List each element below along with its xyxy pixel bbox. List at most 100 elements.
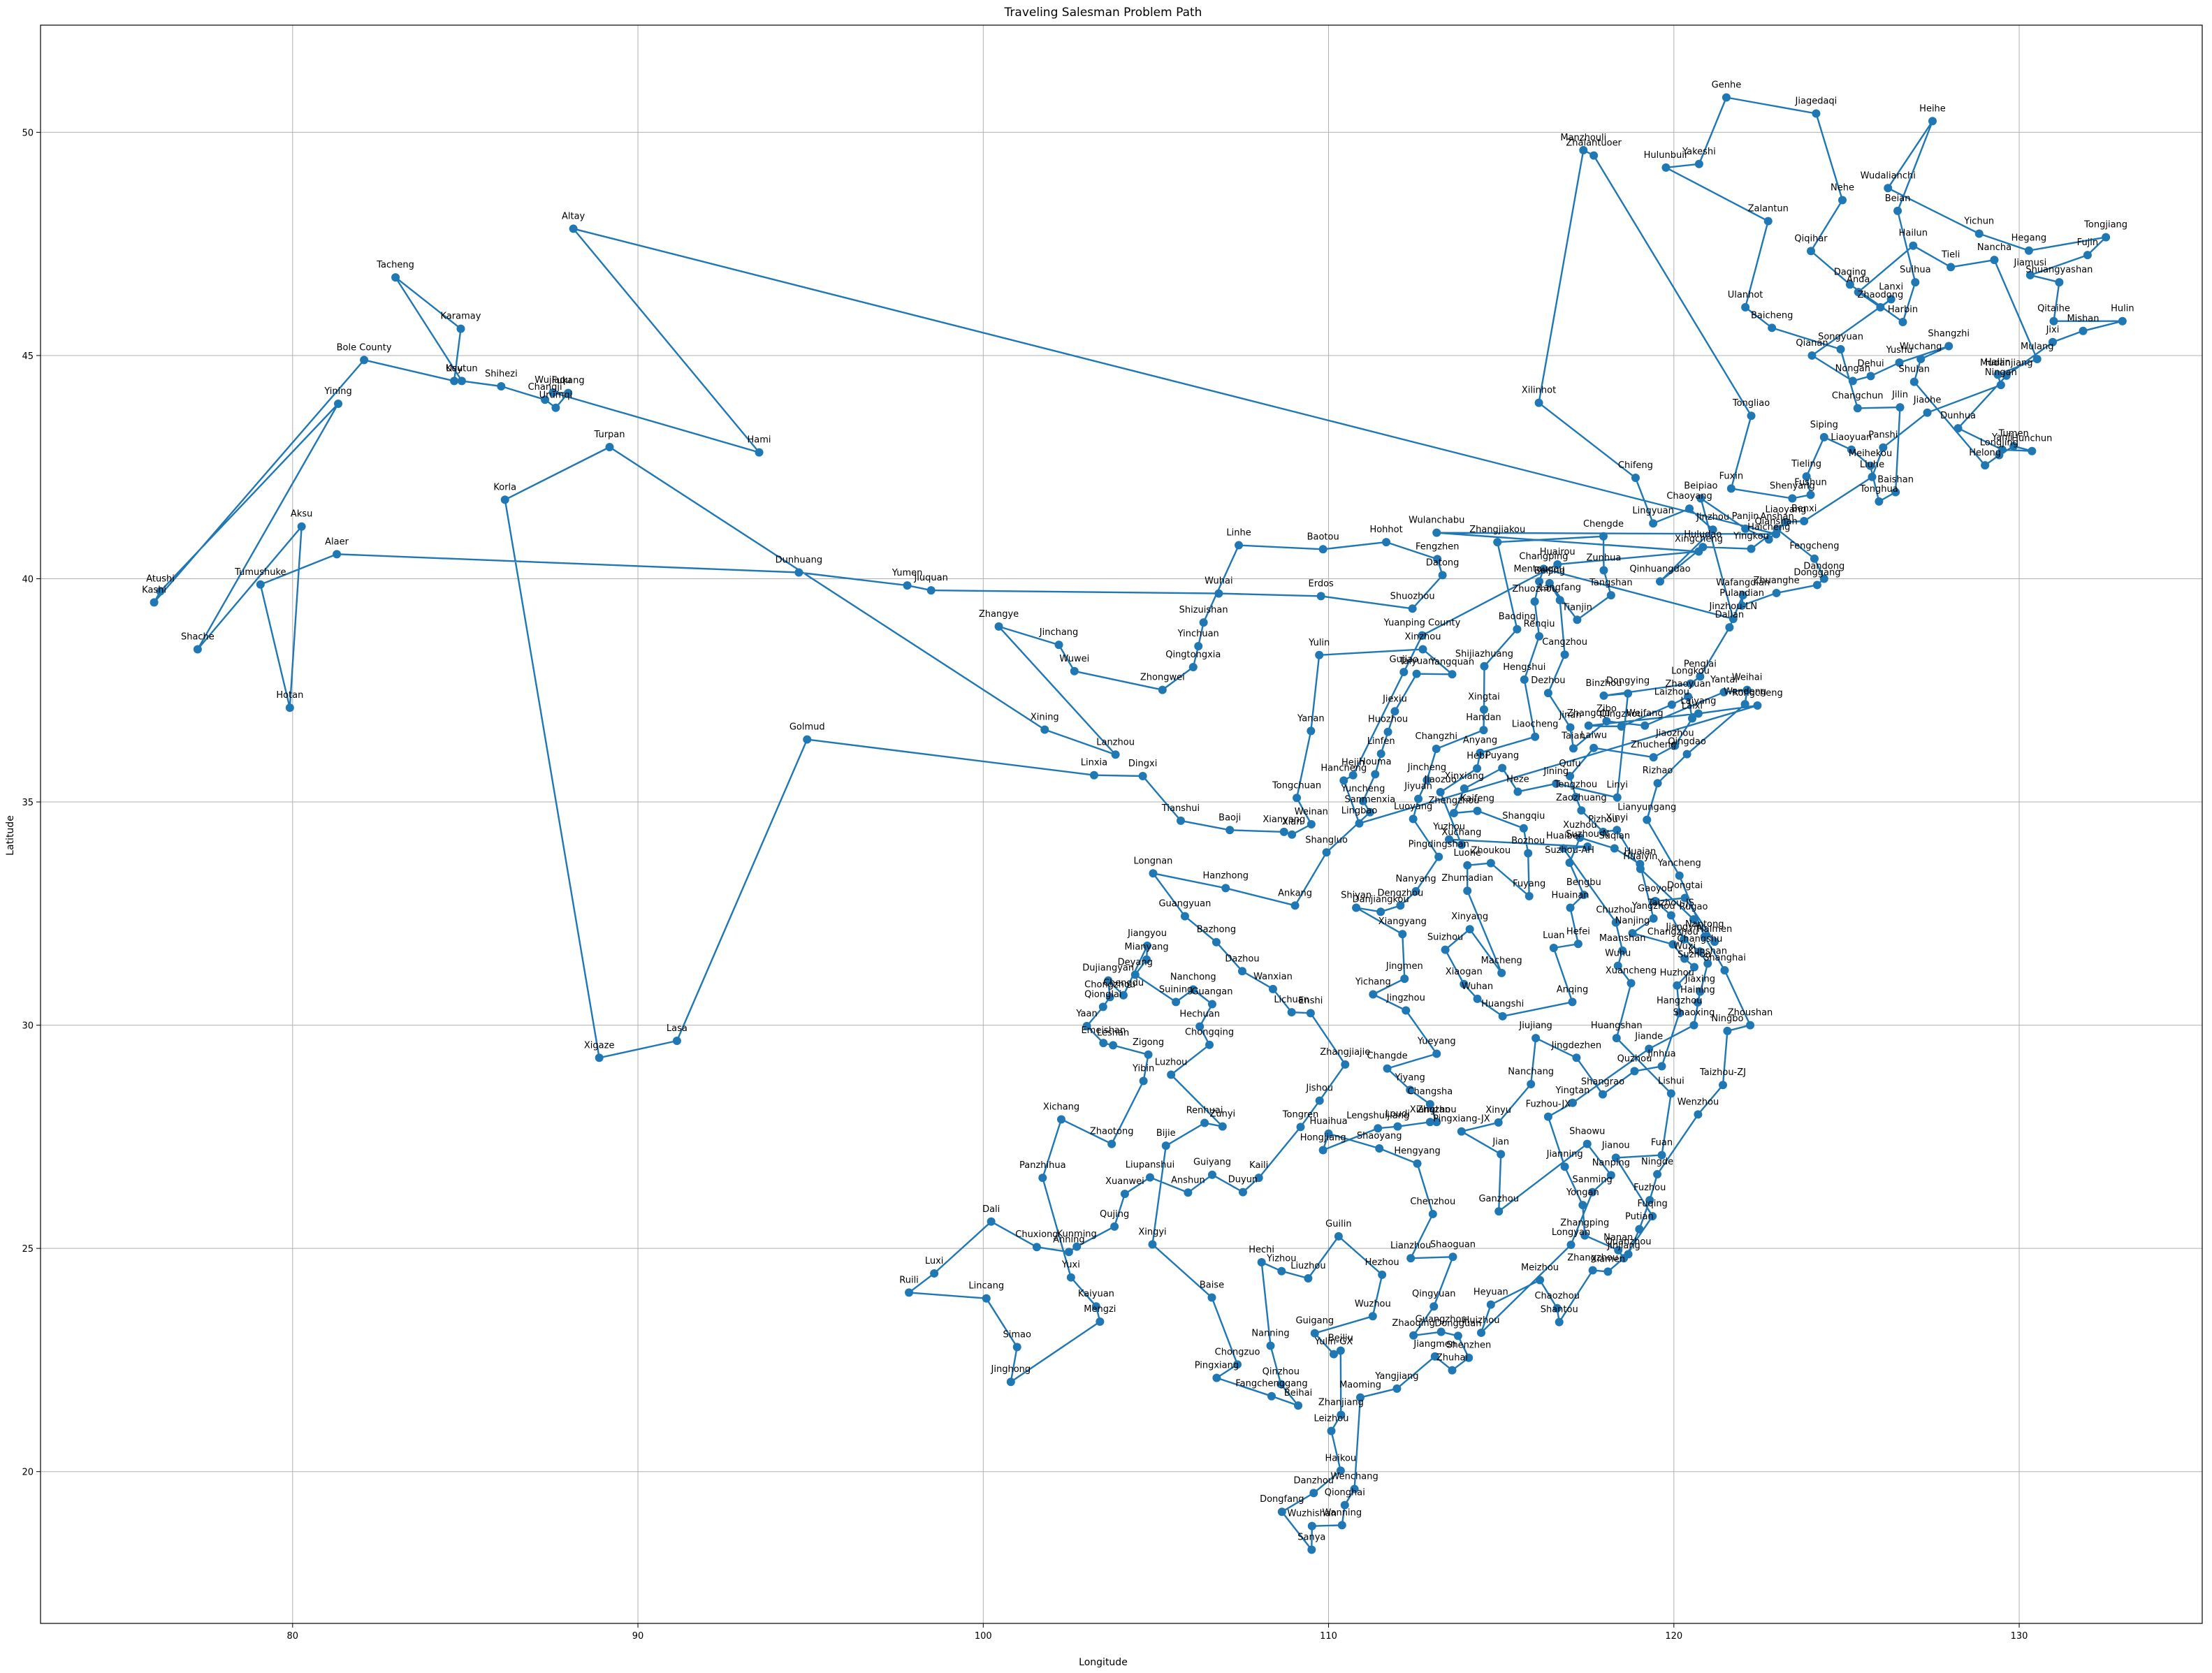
- city-point: [1764, 535, 1773, 544]
- city-point: [1408, 604, 1417, 613]
- city-label: Pingdingshan: [1409, 840, 1469, 850]
- city-label: Yuzhou: [1432, 822, 1465, 833]
- city-label: Zhangjiajie: [1320, 1047, 1370, 1058]
- city-point: [1695, 947, 1704, 956]
- city-label: Kuytun: [446, 363, 477, 374]
- city-label: Taiyuan: [1399, 657, 1434, 667]
- city-label: Xuancheng: [1606, 966, 1657, 977]
- city-point: [1287, 1008, 1296, 1017]
- city-label: Zhaotong: [1090, 1127, 1134, 1137]
- city-label: Zhucheng: [1631, 740, 1676, 750]
- city-point: [1148, 1240, 1157, 1249]
- city-label: Meizhou: [1521, 1263, 1559, 1273]
- city-point: [1553, 560, 1562, 569]
- city-label: Hanzhong: [1203, 870, 1249, 881]
- city-label: Zhaodong: [1857, 290, 1903, 300]
- city-point: [1566, 723, 1575, 732]
- y-axis-ticks: 20 25 30 35 40 45 50: [22, 128, 41, 1478]
- city-point: [1738, 591, 1747, 600]
- city-point: [1740, 700, 1749, 709]
- city-label: Karamay: [441, 312, 481, 322]
- city-label: Panjin: [1732, 511, 1759, 522]
- city-label: Jingdezhen: [1551, 1040, 1602, 1051]
- city-label: Yizhou: [1266, 1254, 1296, 1264]
- city-label: Shangzhi: [1928, 329, 1970, 339]
- y-tick-label-3: 35: [22, 798, 34, 808]
- city-point: [1432, 528, 1441, 537]
- city-label: Yingtan: [1555, 1086, 1590, 1096]
- city-point: [1893, 206, 1902, 215]
- city-label: Yuncheng: [1341, 784, 1385, 794]
- city-label: Benxi: [1791, 504, 1817, 514]
- city-label: Suzhou-AH: [1545, 845, 1594, 856]
- city-point: [1599, 566, 1608, 575]
- city-point: [1064, 1248, 1073, 1257]
- city-label: Alaer: [325, 536, 349, 547]
- city-label: Zhuozhou: [1512, 584, 1557, 594]
- city-point: [1398, 930, 1407, 939]
- city-point: [1279, 827, 1288, 836]
- city-label: Qinzhou: [1263, 1366, 1300, 1377]
- city-point: [1497, 1150, 1506, 1159]
- city-label: Fujin: [2077, 238, 2098, 248]
- city-point: [1368, 1312, 1377, 1321]
- city-label: Bazhong: [1197, 925, 1236, 935]
- city-point: [1072, 1242, 1082, 1251]
- city-label: Xiaogan: [1446, 967, 1483, 977]
- city-label: Yuxi: [1061, 1260, 1080, 1271]
- city-label: Dali: [982, 1204, 1000, 1215]
- city-label: Yibin: [1132, 1063, 1154, 1074]
- city-label: Jilin: [1891, 390, 1908, 400]
- city-label: Zhongwei: [1140, 673, 1185, 683]
- city-label: Shanghai: [1703, 953, 1746, 963]
- city-point: [1473, 764, 1482, 773]
- city-point: [1376, 907, 1385, 916]
- city-label: Dujiangyan: [1082, 963, 1134, 974]
- city-label: Hengshui: [1503, 662, 1545, 673]
- city-point: [1498, 1011, 1507, 1021]
- city-label: Houma: [1359, 757, 1392, 767]
- city-point: [1635, 1225, 1644, 1234]
- city-point: [1627, 979, 1636, 988]
- city-point: [1866, 461, 1875, 470]
- city-points-layer: [150, 93, 2127, 1554]
- city-point: [1631, 474, 1640, 483]
- city-point: [1463, 886, 1472, 896]
- city-label: Anda: [1847, 275, 1870, 285]
- city-label: Changji: [528, 382, 562, 393]
- city-point: [1376, 750, 1385, 759]
- city-label: Shiyan: [1341, 891, 1371, 901]
- city-label: Changde: [1367, 1051, 1408, 1062]
- city-point: [1099, 1039, 1108, 1048]
- city-label: Wenchang: [1331, 1472, 1378, 1482]
- x-axis-ticks: 80 90 100 110 120 130: [287, 1623, 2028, 1642]
- city-label: Hancheng: [1320, 763, 1367, 773]
- city-label: Hegang: [2011, 233, 2046, 244]
- city-point: [1696, 987, 1705, 996]
- city-point: [2024, 246, 2033, 255]
- city-label: Kaifeng: [1460, 794, 1494, 804]
- city-point: [1694, 709, 1703, 718]
- city-label: Wanning: [1323, 1507, 1362, 1518]
- city-label: Guigang: [1295, 1316, 1334, 1327]
- city-point: [1316, 592, 1325, 601]
- city-point: [1180, 912, 1189, 921]
- city-label: Liaocheng: [1512, 719, 1559, 730]
- city-label: Shaoguan: [1430, 1239, 1476, 1250]
- city-point: [2055, 278, 2064, 287]
- city-point: [1448, 1252, 1457, 1262]
- city-point: [1909, 241, 1918, 250]
- city-label: Dalian: [1715, 610, 1744, 620]
- city-point: [926, 586, 936, 595]
- city-label: Lianyungang: [1617, 803, 1676, 813]
- city-label: Zhuanghe: [1754, 576, 1800, 586]
- city-point: [1640, 721, 1650, 730]
- city-point: [1723, 1026, 1732, 1035]
- city-label: Hami: [748, 435, 771, 446]
- city-point: [150, 598, 159, 607]
- city-label: Luzhou: [1155, 1058, 1188, 1068]
- city-label: Erdos: [1309, 578, 1334, 589]
- city-point: [1494, 1118, 1503, 1127]
- city-label: Liuzhou: [1290, 1261, 1325, 1271]
- city-point: [1268, 984, 1277, 993]
